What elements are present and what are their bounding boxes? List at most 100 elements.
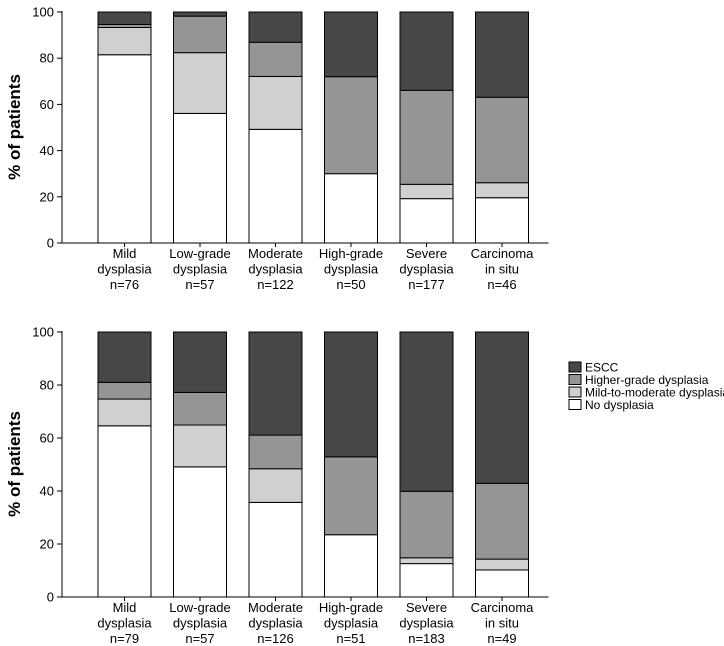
bar-segment-mild-to-moderate-dysplasia — [97, 26, 152, 56]
y-tick-label: 60 — [40, 431, 54, 446]
bar-segment-escc — [97, 11, 152, 25]
legend-swatch — [568, 399, 582, 410]
x-tick-label: Severe dysplasia n=183 — [399, 600, 454, 646]
x-tick-label-line: in situ — [485, 262, 519, 277]
x-tick-label-line: n=50 — [336, 277, 365, 292]
bar-segment-higher-grade-dysplasia — [173, 391, 227, 426]
y-tick-label: 20 — [40, 189, 54, 204]
y-tick-label: 80 — [40, 378, 54, 393]
x-tick-label-line: n=177 — [408, 277, 445, 292]
x-tick-label-line: n=122 — [257, 277, 294, 292]
bar-segment-no-dysplasia — [248, 128, 303, 244]
bar-stack-3 — [248, 331, 303, 598]
bar-stack-1 — [97, 331, 152, 598]
bar-stack-6 — [475, 11, 529, 244]
x-tick-label-line: n=126 — [257, 631, 294, 646]
bar-segment-higher-grade-dysplasia — [324, 76, 378, 175]
x-tick-label-line: in situ — [485, 616, 519, 631]
bar-segment-escc — [324, 331, 378, 458]
bar-stack-4 — [324, 331, 378, 598]
x-tick-label-line: dysplasia — [248, 262, 303, 277]
legend-label: Mild-to-moderate dysplasia — [585, 386, 724, 400]
bar-segment-escc — [248, 11, 303, 43]
x-tick-label-line: n=76 — [110, 277, 139, 292]
bar-segment-no-dysplasia — [173, 466, 227, 598]
x-tick-label: High-grade dysplasia n=51 — [319, 600, 383, 646]
bar-segment-escc — [324, 11, 378, 78]
bar-segment-no-dysplasia — [324, 173, 378, 244]
x-tick-label-line: n=183 — [408, 631, 445, 646]
bar-stack-2 — [173, 331, 227, 598]
x-tick-label-line: dysplasia — [399, 262, 454, 277]
x-tick-label-line: dysplasia — [173, 616, 228, 631]
x-tick-label-line: n=46 — [487, 277, 516, 292]
bar-segment-mild-to-moderate-dysplasia — [475, 182, 529, 199]
bar-segment-no-dysplasia — [399, 563, 454, 598]
bar-segment-no-dysplasia — [475, 197, 529, 244]
bar-segment-higher-grade-dysplasia — [248, 434, 303, 470]
y-tick-label: 60 — [40, 97, 54, 112]
x-tick-label-line: dysplasia — [399, 616, 454, 631]
x-tick-label-line: Mild — [113, 600, 137, 615]
bar-segment-escc — [399, 11, 454, 91]
bar-segment-higher-grade-dysplasia — [475, 96, 529, 184]
legend-swatch — [568, 361, 582, 373]
bar-segment-mild-to-moderate-dysplasia — [399, 183, 454, 200]
x-tick-label-line: Moderate — [248, 246, 303, 261]
y-tick-label: 100 — [32, 5, 54, 20]
x-tick-label: Carcinoma in situ n=46 — [471, 246, 535, 292]
x-tick-label-line: dysplasia — [324, 262, 379, 277]
y-tick-label: 80 — [40, 51, 54, 66]
x-tick-label-line: dysplasia — [97, 616, 152, 631]
bar-stack-6 — [475, 331, 529, 598]
bar-segment-mild-to-moderate-dysplasia — [248, 75, 303, 130]
bar-segment-higher-grade-dysplasia — [173, 15, 227, 54]
x-tick-label-line: Severe — [406, 246, 447, 261]
x-tick-label-line: Carcinoma — [471, 600, 535, 615]
y-tick-label: 40 — [40, 143, 54, 158]
y-tick-label: 0 — [47, 590, 54, 605]
bar-segment-escc — [248, 331, 303, 436]
x-tick-label-line: Severe — [406, 600, 447, 615]
x-tick-label-line: dysplasia — [324, 616, 379, 631]
bar-segment-higher-grade-dysplasia — [475, 482, 529, 560]
x-tick-label-line: n=57 — [185, 277, 214, 292]
x-tick-label-line: Carcinoma — [471, 246, 535, 261]
legend-label: No dysplasia — [585, 398, 654, 412]
x-tick-label: Mild dysplasia n=79 — [97, 600, 152, 646]
legend-swatch — [568, 386, 582, 398]
bar-segment-mild-to-moderate-dysplasia — [173, 52, 227, 114]
bar-segment-mild-to-moderate-dysplasia — [173, 424, 227, 468]
bar-segment-higher-grade-dysplasia — [97, 381, 152, 400]
bar-segment-higher-grade-dysplasia — [399, 89, 454, 185]
x-tick-label-line: High-grade — [319, 246, 383, 261]
x-tick-label-line: dysplasia — [97, 262, 152, 277]
y-tick-label: 40 — [40, 484, 54, 499]
bar-segment-no-dysplasia — [97, 54, 152, 244]
x-tick-label-line: Low-grade — [169, 600, 230, 615]
bar-stack-5 — [399, 331, 454, 598]
bar-stack-2 — [173, 11, 227, 244]
x-tick-label: Moderate dysplasia n=126 — [248, 600, 303, 646]
legend-label: Higher-grade dysplasia — [585, 373, 709, 387]
bar-segment-no-dysplasia — [475, 569, 529, 598]
bar-segment-no-dysplasia — [399, 198, 454, 244]
x-tick-label: Carcinoma in situ n=49 — [471, 600, 535, 646]
x-tick-label-line: Mild — [113, 246, 137, 261]
bar-segment-mild-to-moderate-dysplasia — [475, 558, 529, 571]
x-tick-label: Low-grade dysplasia n=57 — [169, 246, 230, 292]
x-tick-label-line: n=79 — [110, 631, 139, 646]
bar-segment-escc — [399, 331, 454, 492]
bar-segment-higher-grade-dysplasia — [324, 456, 378, 536]
bar-stack-5 — [399, 11, 454, 244]
bar-stack-3 — [248, 11, 303, 244]
x-tick-label: High-grade dysplasia n=50 — [319, 246, 383, 292]
x-tick-label: Moderate dysplasia n=122 — [248, 246, 303, 292]
bar-segment-no-dysplasia — [248, 501, 303, 598]
x-tick-label-line: n=51 — [336, 631, 365, 646]
bar-stack-1 — [97, 11, 152, 244]
